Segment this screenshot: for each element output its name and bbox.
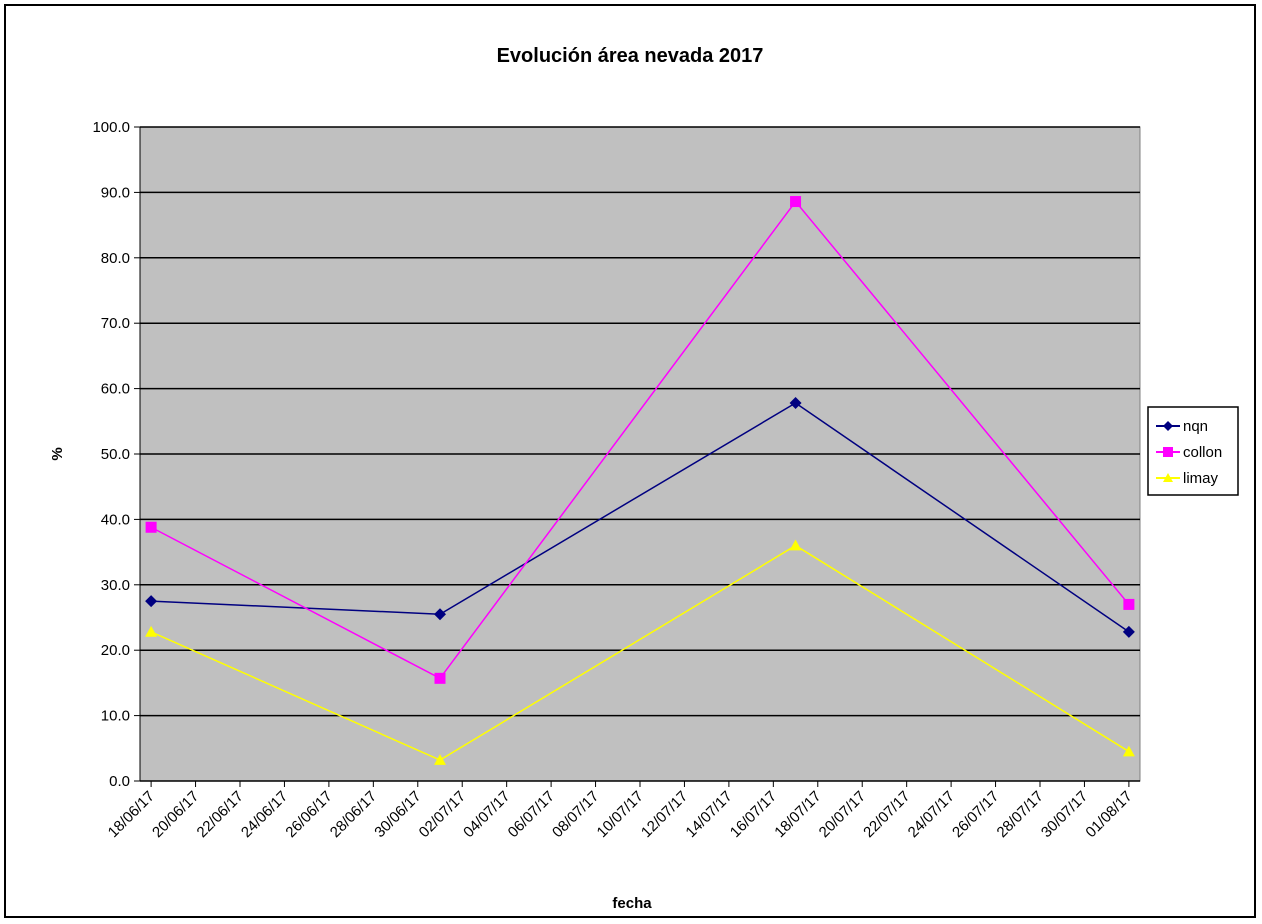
series-layer <box>145 196 1135 765</box>
y-tick-label: 100.0 <box>92 119 130 136</box>
legend-item-nqn: nqn <box>1156 418 1208 435</box>
series-nqn <box>145 396 1135 638</box>
data-point <box>1122 745 1135 757</box>
data-point <box>789 539 802 551</box>
x-tick-label: 14/07/17 <box>682 788 735 841</box>
y-axis-label: % <box>49 447 66 460</box>
data-point <box>434 672 446 684</box>
x-tick-label: 24/06/17 <box>238 788 291 841</box>
legend: nqn collon limay <box>1147 406 1239 496</box>
x-tick-label: 06/07/17 <box>505 788 558 841</box>
x-tick-label: 18/06/17 <box>105 788 158 841</box>
x-tick-label: 08/07/17 <box>549 788 602 841</box>
x-tick-label: 26/06/17 <box>282 788 335 841</box>
legend-label: limay <box>1183 470 1219 487</box>
y-tick-label: 70.0 <box>101 315 130 332</box>
y-tick-label: 90.0 <box>101 184 130 201</box>
x-tick-label: 04/07/17 <box>460 788 513 841</box>
data-point <box>1123 598 1135 610</box>
chart-title: Evolución área nevada 2017 <box>497 45 764 67</box>
legend-label: collon <box>1183 444 1222 461</box>
x-axis-ticks: 18/06/1720/06/1722/06/1724/06/1726/06/17… <box>105 781 1136 841</box>
x-tick-label: 18/07/17 <box>771 788 824 841</box>
y-axis-ticks: 0.0 10.0 20.0 30.0 40.0 50.0 60.0 70.0 80.0 90.0 1… <box>92 119 1140 790</box>
legend-label: nqn <box>1183 418 1208 435</box>
x-tick-label: 28/07/17 <box>994 788 1047 841</box>
x-tick-label: 16/07/17 <box>727 788 780 841</box>
x-tick-label: 02/07/17 <box>416 788 469 841</box>
series-collon <box>145 196 1135 684</box>
legend-item-limay: limay <box>1156 470 1219 487</box>
y-tick-label: 40.0 <box>101 511 130 528</box>
x-tick-label: 12/07/17 <box>638 788 691 841</box>
x-tick-label: 24/07/17 <box>905 788 958 841</box>
legend-marker <box>1163 447 1173 457</box>
series-line <box>151 402 1130 633</box>
x-tick-label: 20/07/17 <box>816 788 869 841</box>
series-limay <box>145 539 1135 765</box>
x-tick-label: 22/07/17 <box>860 788 913 841</box>
y-tick-label: 50.0 <box>101 446 130 463</box>
y-tick-label: 0.0 <box>109 773 130 790</box>
y-tick-label: 20.0 <box>101 642 130 659</box>
legend-marker <box>1163 421 1173 431</box>
x-tick-label: 28/06/17 <box>327 788 380 841</box>
x-tick-label: 20/06/17 <box>149 788 202 841</box>
series-line <box>150 544 1130 761</box>
x-tick-label: 30/07/17 <box>1038 788 1091 841</box>
x-tick-label: 01/08/17 <box>1082 788 1135 841</box>
x-axis-label: fecha <box>612 895 652 912</box>
y-tick-label: 30.0 <box>101 577 130 594</box>
data-point <box>145 595 158 608</box>
data-point <box>790 196 802 208</box>
data-point <box>1122 625 1135 638</box>
legend-item-collon: collon <box>1156 444 1222 461</box>
x-tick-label: 10/07/17 <box>594 788 647 841</box>
data-point <box>434 754 446 765</box>
y-tick-label: 60.0 <box>101 381 130 398</box>
data-point <box>145 521 157 533</box>
x-tick-label: 22/06/17 <box>194 788 247 841</box>
series-line <box>150 200 1130 680</box>
gridlines <box>140 126 1140 782</box>
y-tick-label: 80.0 <box>101 250 130 267</box>
x-tick-label: 30/06/17 <box>371 788 424 841</box>
y-tick-label: 10.0 <box>101 708 130 725</box>
x-tick-label: 26/07/17 <box>949 788 1002 841</box>
data-point <box>789 396 802 409</box>
data-point <box>145 625 158 637</box>
data-point <box>434 608 446 621</box>
legend-marker <box>1163 473 1173 482</box>
